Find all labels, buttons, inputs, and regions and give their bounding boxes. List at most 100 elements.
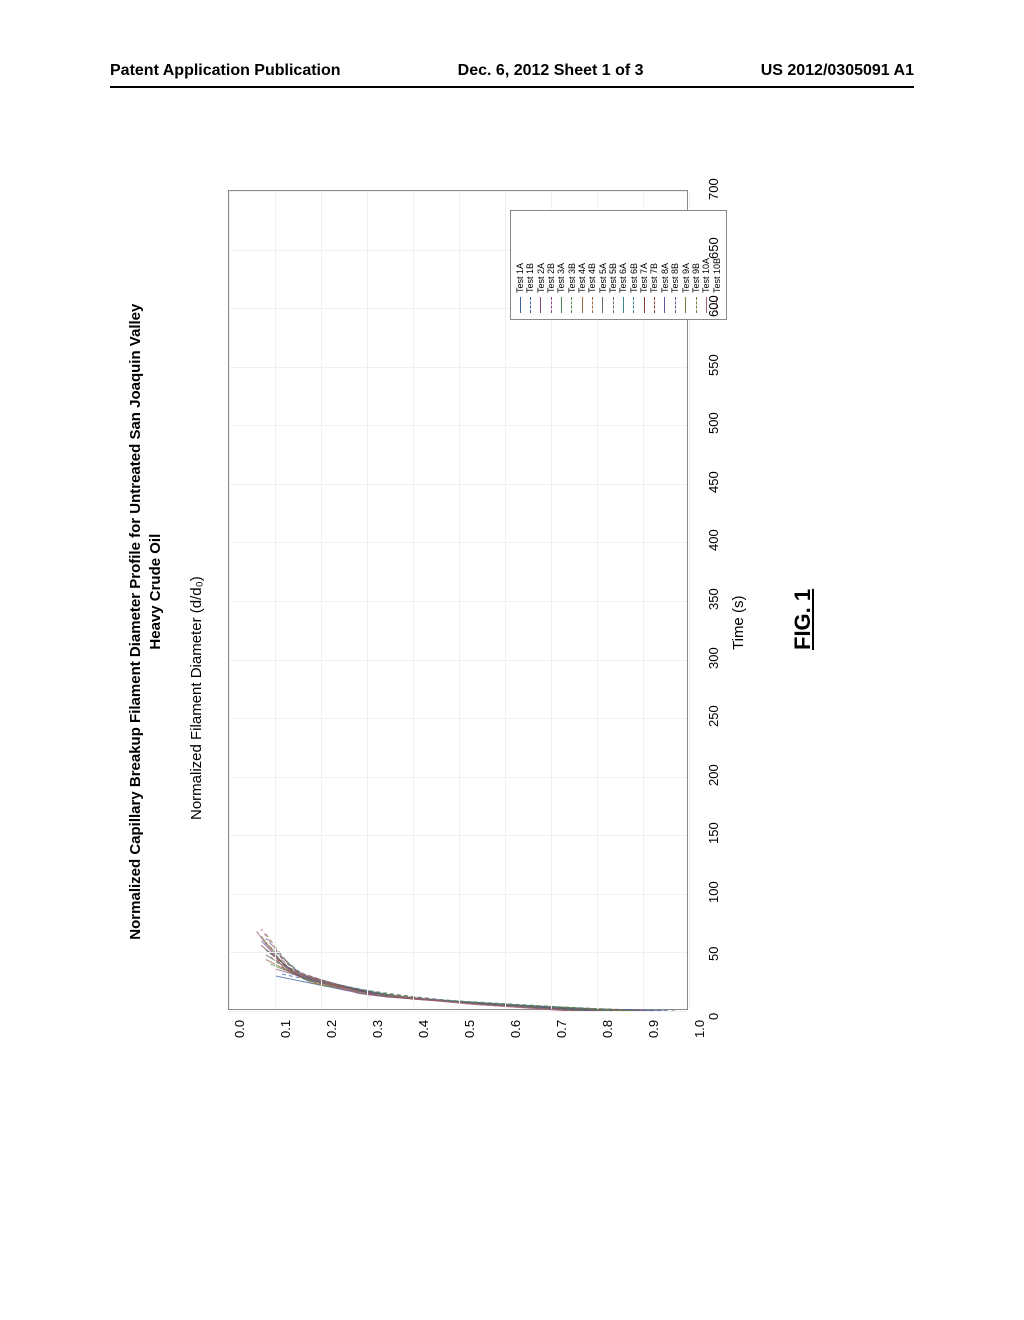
tick-dd0: 1.0 — [692, 1020, 707, 1038]
chart-title-line2: Heavy Crude Oil — [147, 534, 164, 650]
chart-legend: Test 1ATest 1BTest 2ATest 2BTest 3ATest … — [510, 210, 727, 320]
tick-dd0: 0.7 — [554, 1020, 569, 1038]
gridline-time — [229, 191, 687, 192]
gridline-dd0 — [229, 191, 230, 1009]
legend-label: Test 2B — [546, 263, 556, 293]
tick-time: 350 — [706, 588, 721, 610]
tick-time: 700 — [706, 178, 721, 200]
gridline-time — [229, 718, 687, 719]
tick-dd0: 0.4 — [416, 1020, 431, 1038]
legend-item: Test 4A — [577, 217, 587, 313]
legend-swatch — [520, 297, 521, 313]
legend-item: Test 9A — [681, 217, 691, 313]
figure-1: Normalized Capillary Breakup Filament Di… — [150, 180, 870, 1080]
legend-swatch — [561, 297, 562, 313]
legend-item: Test 9B — [691, 217, 701, 313]
legend-swatch — [644, 297, 645, 313]
gridline-time — [229, 777, 687, 778]
tick-dd0: 0.3 — [370, 1020, 385, 1038]
legend-item: Test 8B — [670, 217, 680, 313]
legend-item: Test 6B — [629, 217, 639, 313]
gridline-dd0 — [413, 191, 414, 1009]
header-center: Dec. 6, 2012 Sheet 1 of 3 — [458, 62, 644, 80]
legend-swatch — [592, 297, 593, 313]
legend-swatch — [540, 297, 541, 313]
gridline-time — [229, 601, 687, 602]
series-test-1a — [275, 976, 666, 1011]
x-axis-label-text: Normalized Filament Diameter (d/d₀) — [188, 576, 205, 820]
legend-swatch — [633, 297, 634, 313]
header-right: US 2012/0305091 A1 — [761, 62, 914, 80]
tick-time: 600 — [706, 295, 721, 317]
series-test-1b — [280, 974, 676, 1012]
series-test-3a — [270, 964, 633, 1011]
legend-swatch — [623, 297, 624, 313]
x-axis-label: Normalized Filament Diameter (d/d₀) — [188, 576, 205, 820]
legend-label: Test 2A — [536, 263, 546, 293]
tick-dd0: 0.6 — [508, 1020, 523, 1038]
legend-item: Test 3B — [567, 217, 577, 313]
legend-swatch — [530, 297, 531, 313]
legend-swatch — [582, 297, 583, 313]
tick-dd0: 0.8 — [600, 1020, 615, 1038]
legend-swatch — [696, 297, 697, 313]
legend-label: Test 8B — [670, 263, 680, 293]
legend-swatch — [602, 297, 603, 313]
page-header: Patent Application Publication Dec. 6, 2… — [0, 62, 1024, 80]
y-axis-label-text: Time (s) — [730, 596, 747, 650]
legend-item: Test 5B — [608, 217, 618, 313]
legend-item: Test 4B — [587, 217, 597, 313]
gridline-dd0 — [459, 191, 460, 1009]
tick-dd0: 0.1 — [278, 1020, 293, 1038]
tick-time: 650 — [706, 237, 721, 259]
legend-label: Test 9A — [681, 263, 691, 293]
legend-item: Test 5A — [598, 217, 608, 313]
y-axis-label: Time (s) — [730, 596, 747, 650]
figure-label: FIG. 1 — [790, 589, 816, 650]
legend-label: Test 5B — [608, 263, 618, 293]
chart-title-line2-wrap: Heavy Crude Oil — [130, 500, 181, 700]
tick-time: 550 — [706, 354, 721, 376]
gridline-dd0 — [275, 191, 276, 1009]
tick-dd0: 0.5 — [462, 1020, 477, 1038]
legend-item: Test 6A — [618, 217, 628, 313]
tick-time: 500 — [706, 413, 721, 435]
figure-label-text: FIG. 1 — [790, 589, 815, 650]
tick-time: 450 — [706, 471, 721, 493]
tick-time: 0 — [706, 1013, 721, 1020]
tick-time: 400 — [706, 530, 721, 552]
legend-swatch — [654, 297, 655, 313]
gridline-time — [229, 425, 687, 426]
legend-item: Test 3A — [556, 217, 566, 313]
gridline-dd0 — [367, 191, 368, 1009]
legend-label: Test 3B — [567, 263, 577, 293]
header-left: Patent Application Publication — [110, 62, 341, 80]
legend-label: Test 10B — [712, 258, 722, 293]
legend-label: Test 10A — [701, 258, 711, 293]
tick-time: 150 — [706, 823, 721, 845]
series-test-5a — [266, 955, 616, 1011]
gridline-time — [229, 484, 687, 485]
gridline-time — [229, 835, 687, 836]
gridline-time — [229, 952, 687, 953]
gridline-dd0 — [505, 191, 506, 1009]
legend-item: Test 2A — [536, 217, 546, 313]
gridline-time — [229, 367, 687, 368]
gridline-time — [229, 542, 687, 543]
gridline-time — [229, 894, 687, 895]
legend-label: Test 6B — [629, 263, 639, 293]
series-test-10b — [261, 929, 574, 1011]
tick-time: 100 — [706, 881, 721, 903]
legend-swatch — [551, 297, 552, 313]
gridline-dd0 — [321, 191, 322, 1009]
legend-swatch — [613, 297, 614, 313]
legend-label: Test 9B — [691, 263, 701, 293]
tick-dd0: 0.0 — [232, 1020, 247, 1038]
legend-swatch — [664, 297, 665, 313]
legend-swatch — [685, 297, 686, 313]
legend-item: Test 1B — [525, 217, 535, 313]
tick-time: 250 — [706, 705, 721, 727]
legend-label: Test 6A — [618, 263, 628, 293]
gridline-time — [229, 660, 687, 661]
tick-dd0: 0.9 — [646, 1020, 661, 1038]
